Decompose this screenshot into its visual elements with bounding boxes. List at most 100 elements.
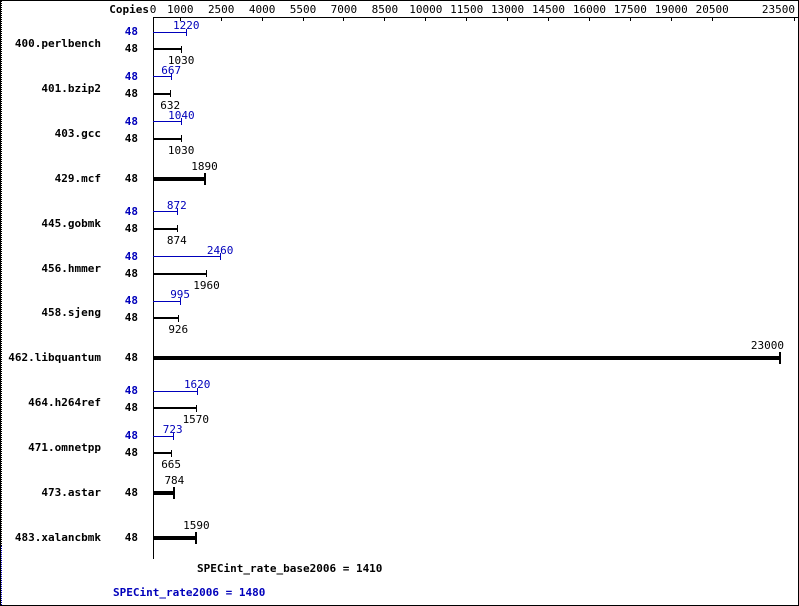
x-axis-tick-label: 5500: [289, 3, 317, 16]
x-axis-tick: [548, 18, 549, 21]
copies-value: 48: [124, 429, 138, 443]
x-axis-tick: [507, 18, 509, 21]
bar-line: [153, 452, 172, 455]
bar-endcap: [176, 208, 178, 216]
x-axis-tick-label: 7000: [330, 3, 358, 16]
bar-line: [153, 92, 171, 95]
copies-value: 48: [124, 530, 138, 544]
bar-endcap: [181, 118, 183, 126]
copies-value: 48: [124, 204, 138, 218]
x-axis-line: [153, 17, 798, 18]
copies-value: 48: [124, 266, 138, 280]
x-axis-tick: [261, 18, 263, 21]
benchmark-label: 473.astar: [41, 486, 101, 499]
benchmark-label: 400.perlbench: [14, 37, 101, 50]
copies-value: 48: [124, 249, 138, 263]
bar-endcap: [170, 90, 172, 98]
bar-value-label: 1570: [182, 413, 210, 427]
x-axis-tick: [711, 18, 713, 21]
bar-line: [153, 272, 207, 275]
x-axis-tick: [670, 18, 672, 21]
copies-value: 48: [124, 486, 138, 499]
benchmark-label: 456.hmmer: [41, 261, 101, 275]
copies-value: 48: [124, 446, 138, 460]
x-axis-tick: [152, 18, 154, 21]
x-axis-tick: [425, 18, 427, 21]
bar-endcap: [181, 135, 183, 143]
benchmark-label: 483.xalancbmk: [14, 530, 101, 544]
x-axis-tick-label: 8500: [371, 3, 399, 16]
bar-value-label: 665: [161, 458, 182, 472]
x-axis-tick-label: 0: [149, 3, 157, 16]
bar-value-label: 1960: [193, 278, 220, 292]
copies-value: 48: [124, 42, 138, 55]
x-axis-tick: [384, 18, 386, 21]
bar-endcap: [171, 73, 173, 81]
reference-line: [1, 546, 2, 605]
bar-line: [153, 491, 175, 495]
bar-line: [153, 390, 198, 392]
bar-value-label: 926: [168, 323, 189, 337]
bar-line: [153, 535, 197, 540]
x-axis-tick: [179, 18, 181, 21]
benchmark-label: 403.gcc: [54, 126, 101, 140]
bar-value-label: 1040: [168, 108, 195, 122]
benchmark-label: 445.gobmk: [41, 216, 101, 230]
copies-value: 48: [124, 311, 138, 325]
copies-value: 48: [124, 171, 138, 185]
bar-line: [153, 356, 781, 361]
copies-value: 48: [124, 384, 138, 398]
bar-value-label: 1030: [167, 143, 195, 157]
bar-line: [153, 256, 221, 257]
copies-value: 48: [124, 114, 138, 128]
base-summary: SPECint_rate_base2006 = 1410: [197, 562, 383, 575]
bar-endcap: [197, 387, 199, 395]
y-axis-line: [153, 17, 154, 559]
bar-value-label: 874: [166, 233, 187, 247]
bar-endcap: [171, 449, 173, 457]
x-axis-tick-label: 2500: [207, 3, 235, 16]
bar-endcap: [186, 28, 188, 36]
x-axis-tick: [588, 18, 590, 21]
bar-line: [153, 48, 182, 50]
bar-endcap: [779, 352, 782, 365]
copies-value: 48: [124, 351, 138, 365]
benchmark-label: 462.libquantum: [8, 351, 101, 365]
bar-line: [153, 407, 196, 410]
bar-endcap: [176, 225, 178, 233]
bar-value-label: 1590: [183, 518, 210, 532]
benchmark-label: 458.sjeng: [41, 306, 101, 320]
bar-endcap: [178, 314, 180, 322]
x-axis-tick: [629, 18, 631, 21]
bar-value-label: 1620: [183, 378, 211, 392]
bar-endcap: [173, 487, 176, 499]
x-axis-tick: [466, 18, 468, 21]
x-axis-tick-label: 10000: [409, 3, 443, 16]
reference-line: [1, 1, 2, 546]
copies-value: 48: [124, 221, 138, 235]
x-axis-tick-label: 13000: [491, 3, 525, 16]
bar-value-label: 784: [164, 474, 185, 487]
benchmark-label: 471.omnetpp: [28, 441, 101, 455]
bar-value-label: 872: [166, 198, 187, 212]
bar-value-label: 723: [162, 423, 183, 437]
bar-line: [153, 137, 182, 140]
bar-endcap: [195, 404, 197, 412]
bar-value-label: 632: [160, 98, 181, 112]
x-axis-tick-label: 23500: [761, 3, 795, 16]
bar-line: [153, 435, 173, 437]
bar-value-label: 2460: [206, 243, 234, 257]
bar-line: [153, 76, 172, 78]
bar-endcap: [180, 297, 182, 305]
x-axis-tick: [302, 18, 304, 21]
bar-value-label: 667: [161, 63, 182, 77]
bar-endcap: [172, 432, 174, 440]
bar-line: [153, 121, 182, 123]
copies-value: 48: [124, 25, 138, 38]
copies-value: 48: [124, 401, 138, 415]
x-axis-tick-label: 20500: [695, 3, 729, 16]
benchmark-label: 464.h264ref: [28, 396, 101, 410]
bar-value-label: 1890: [191, 159, 218, 173]
bar-endcap: [206, 270, 208, 277]
